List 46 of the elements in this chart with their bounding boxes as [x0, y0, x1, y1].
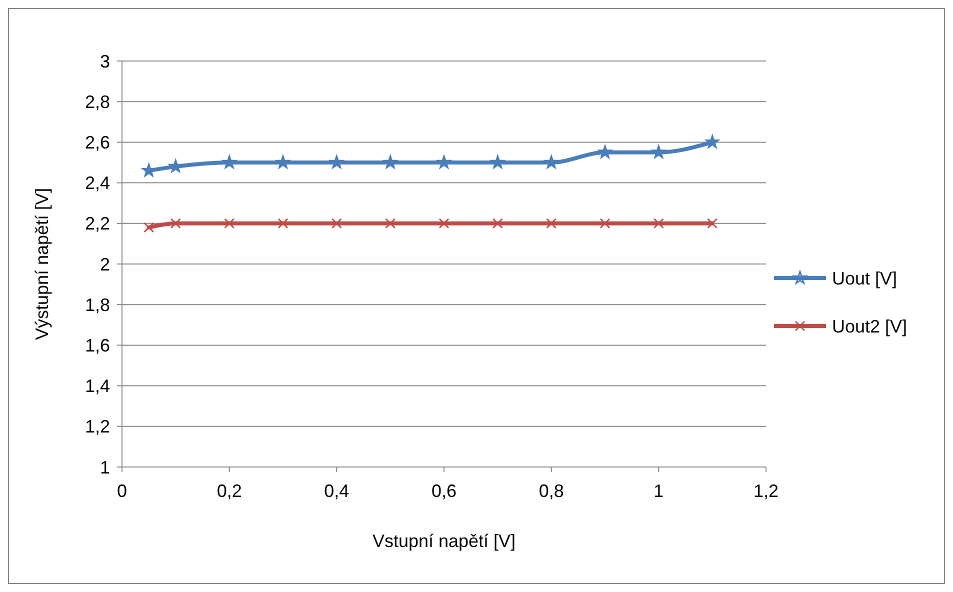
point — [144, 222, 154, 233]
point — [330, 155, 344, 168]
x-tick-label: 1 — [654, 481, 664, 501]
point — [222, 155, 236, 168]
point — [546, 218, 557, 229]
point — [598, 145, 612, 158]
legend-label: Uout [V] — [832, 268, 898, 288]
point — [438, 218, 450, 229]
y-tick-label: 1,8 — [84, 294, 110, 315]
y-tick-label: 1,6 — [84, 336, 110, 356]
y-tick-label: 3 — [100, 51, 110, 72]
x-axis-title: Vstupní napětí [V] — [372, 531, 516, 551]
point — [384, 155, 398, 168]
y-tick-label: 1,4 — [84, 376, 110, 396]
y-tick-label: 2,6 — [84, 132, 110, 152]
point — [385, 218, 396, 229]
x-tick-label: 0,6 — [431, 481, 457, 501]
point — [544, 155, 558, 168]
y-axis-title: Výstupní napětí [V] — [32, 188, 52, 340]
y-tick-label: 2 — [100, 254, 110, 274]
point — [278, 218, 288, 229]
point — [331, 218, 342, 229]
point — [437, 155, 451, 168]
point — [706, 135, 720, 148]
point — [490, 155, 504, 168]
point — [600, 218, 610, 229]
point — [168, 160, 182, 172]
y-tick-label: 2,8 — [84, 92, 110, 112]
y-tick-label: 1 — [100, 457, 110, 478]
point — [276, 155, 290, 168]
x-tick-label: 0,8 — [538, 481, 564, 501]
point — [653, 218, 664, 229]
x-tick-label: 0 — [116, 481, 128, 501]
point — [652, 145, 666, 158]
y-tick-label: 2,2 — [84, 214, 110, 234]
y-tick-label: 2,4 — [84, 173, 110, 194]
point — [492, 218, 503, 229]
point — [142, 164, 156, 176]
point — [707, 218, 718, 229]
y-tick-label: 1,2 — [84, 416, 110, 437]
x-tick-label: 0,2 — [216, 481, 242, 501]
x-tick-label: 1,2 — [753, 481, 779, 501]
point — [170, 218, 181, 229]
x-tick-label: 0,4 — [324, 481, 350, 501]
point — [224, 218, 235, 229]
legend-label: Uout2 [V] — [832, 316, 908, 336]
